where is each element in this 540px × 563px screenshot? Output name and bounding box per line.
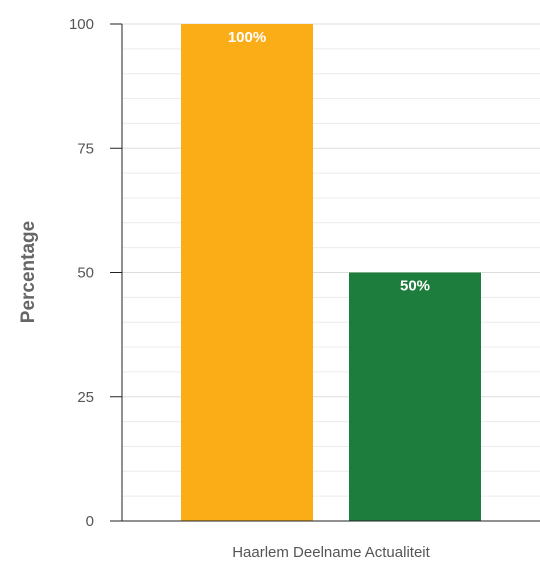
y-axis-title: Percentage	[18, 221, 39, 323]
x-axis-category-label: Haarlem Deelname Actualiteit	[232, 544, 430, 561]
bars	[181, 24, 481, 521]
bar-data-label: 50%	[400, 278, 430, 295]
y-tick-label: 75	[77, 140, 94, 157]
y-tick-label: 0	[86, 513, 94, 530]
y-tick-label: 25	[77, 389, 94, 406]
y-tick-label: 100	[69, 16, 94, 33]
y-tick-label: 50	[77, 265, 94, 282]
bar-data-label: 100%	[228, 29, 266, 46]
data-labels: 100% 50%	[228, 29, 430, 295]
bar	[349, 272, 481, 521]
y-ticks: 0 25 50 75 100	[69, 16, 122, 530]
bar	[181, 24, 313, 521]
